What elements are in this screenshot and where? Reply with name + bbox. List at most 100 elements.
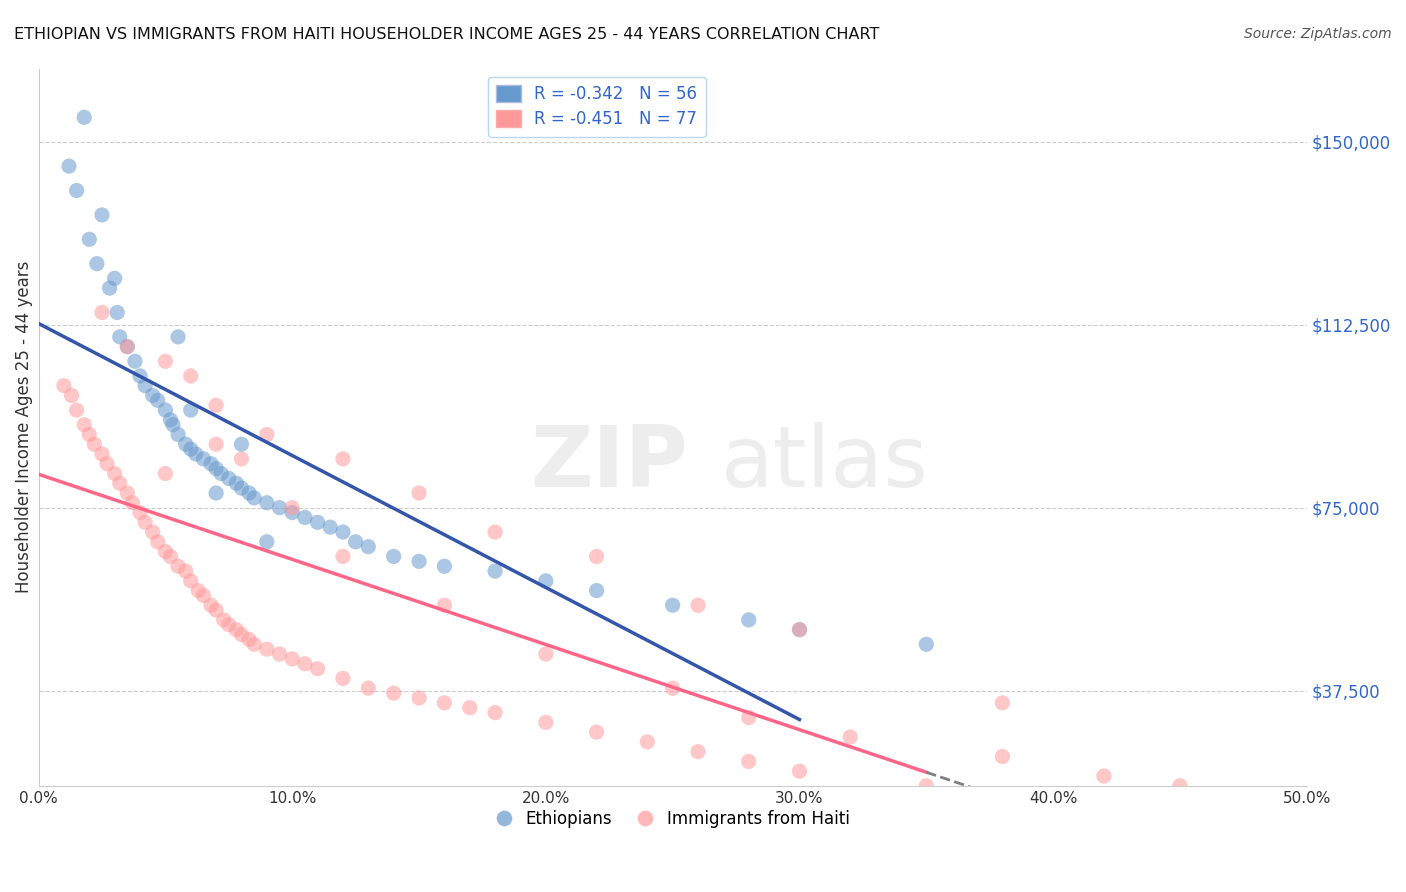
Point [225, 476, 247, 491]
Point [231, 437, 253, 451]
Point [155, 403, 177, 417]
Point [200, 457, 222, 471]
Point [281, 500, 304, 515]
Point [686, 599, 709, 613]
Point [408, 554, 430, 568]
Point [915, 637, 938, 651]
Point [205, 461, 228, 475]
Point [585, 583, 607, 598]
Point [124, 354, 146, 368]
Point [174, 437, 197, 451]
Point [73, 111, 96, 125]
Point [184, 447, 207, 461]
Point [52, 378, 75, 392]
Point [83, 437, 105, 451]
Point [382, 686, 405, 700]
Point [357, 681, 380, 696]
Point [738, 710, 761, 724]
Point [159, 413, 181, 427]
Point [686, 745, 709, 759]
Point [281, 652, 304, 666]
Point [218, 471, 240, 485]
Point [243, 491, 266, 505]
Point [484, 706, 506, 720]
Point [146, 534, 169, 549]
Point [294, 657, 316, 671]
Point [238, 486, 260, 500]
Text: ETHIOPIAN VS IMMIGRANTS FROM HAITI HOUSEHOLDER INCOME AGES 25 - 44 YEARS CORRELA: ETHIOPIAN VS IMMIGRANTS FROM HAITI HOUSE… [14, 27, 879, 42]
Point [738, 755, 761, 769]
Point [231, 451, 253, 466]
Point [193, 589, 215, 603]
Point [256, 642, 278, 657]
Point [73, 417, 96, 432]
Point [839, 730, 862, 744]
Point [205, 398, 228, 412]
Point [319, 520, 342, 534]
Point [789, 764, 811, 779]
Point [238, 632, 260, 647]
Point [789, 623, 811, 637]
Point [155, 354, 177, 368]
Point [65, 184, 87, 198]
Point [117, 340, 139, 354]
Point [256, 534, 278, 549]
Point [193, 451, 215, 466]
Point [915, 779, 938, 793]
Point [205, 437, 228, 451]
Point [205, 603, 228, 617]
Point [332, 451, 354, 466]
Point [79, 427, 101, 442]
Point [96, 457, 118, 471]
Point [534, 715, 557, 730]
Point [180, 442, 202, 456]
Point [243, 637, 266, 651]
Point [661, 681, 683, 696]
Point [332, 524, 354, 539]
Point [205, 486, 228, 500]
Point [162, 417, 184, 432]
Point [104, 467, 127, 481]
Point [991, 749, 1014, 764]
Point [585, 725, 607, 739]
Point [256, 496, 278, 510]
Point [218, 617, 240, 632]
Point [484, 564, 506, 578]
Text: Source: ZipAtlas.com: Source: ZipAtlas.com [1244, 27, 1392, 41]
Point [269, 500, 291, 515]
Point [789, 623, 811, 637]
Point [129, 368, 152, 383]
Point [91, 305, 114, 319]
Point [117, 340, 139, 354]
Point [344, 534, 367, 549]
Point [180, 368, 202, 383]
Y-axis label: Householder Income Ages 25 - 44 years: Householder Income Ages 25 - 44 years [15, 261, 32, 593]
Point [433, 599, 456, 613]
Point [408, 690, 430, 705]
Point [86, 257, 108, 271]
Point [159, 549, 181, 564]
Point [225, 623, 247, 637]
Point [433, 559, 456, 574]
Point [1168, 779, 1191, 793]
Point [79, 232, 101, 246]
Point [58, 159, 80, 173]
Point [187, 583, 209, 598]
Point [534, 574, 557, 588]
Point [357, 540, 380, 554]
Point [91, 447, 114, 461]
Point [307, 662, 329, 676]
Point [108, 330, 131, 344]
Point [585, 549, 607, 564]
Point [155, 544, 177, 558]
Point [134, 516, 156, 530]
Point [433, 696, 456, 710]
Point [534, 647, 557, 661]
Point [307, 516, 329, 530]
Point [129, 506, 152, 520]
Point [121, 496, 143, 510]
Point [661, 599, 683, 613]
Legend: Ethiopians, Immigrants from Haiti: Ethiopians, Immigrants from Haiti [489, 804, 856, 835]
Point [1092, 769, 1115, 783]
Point [91, 208, 114, 222]
